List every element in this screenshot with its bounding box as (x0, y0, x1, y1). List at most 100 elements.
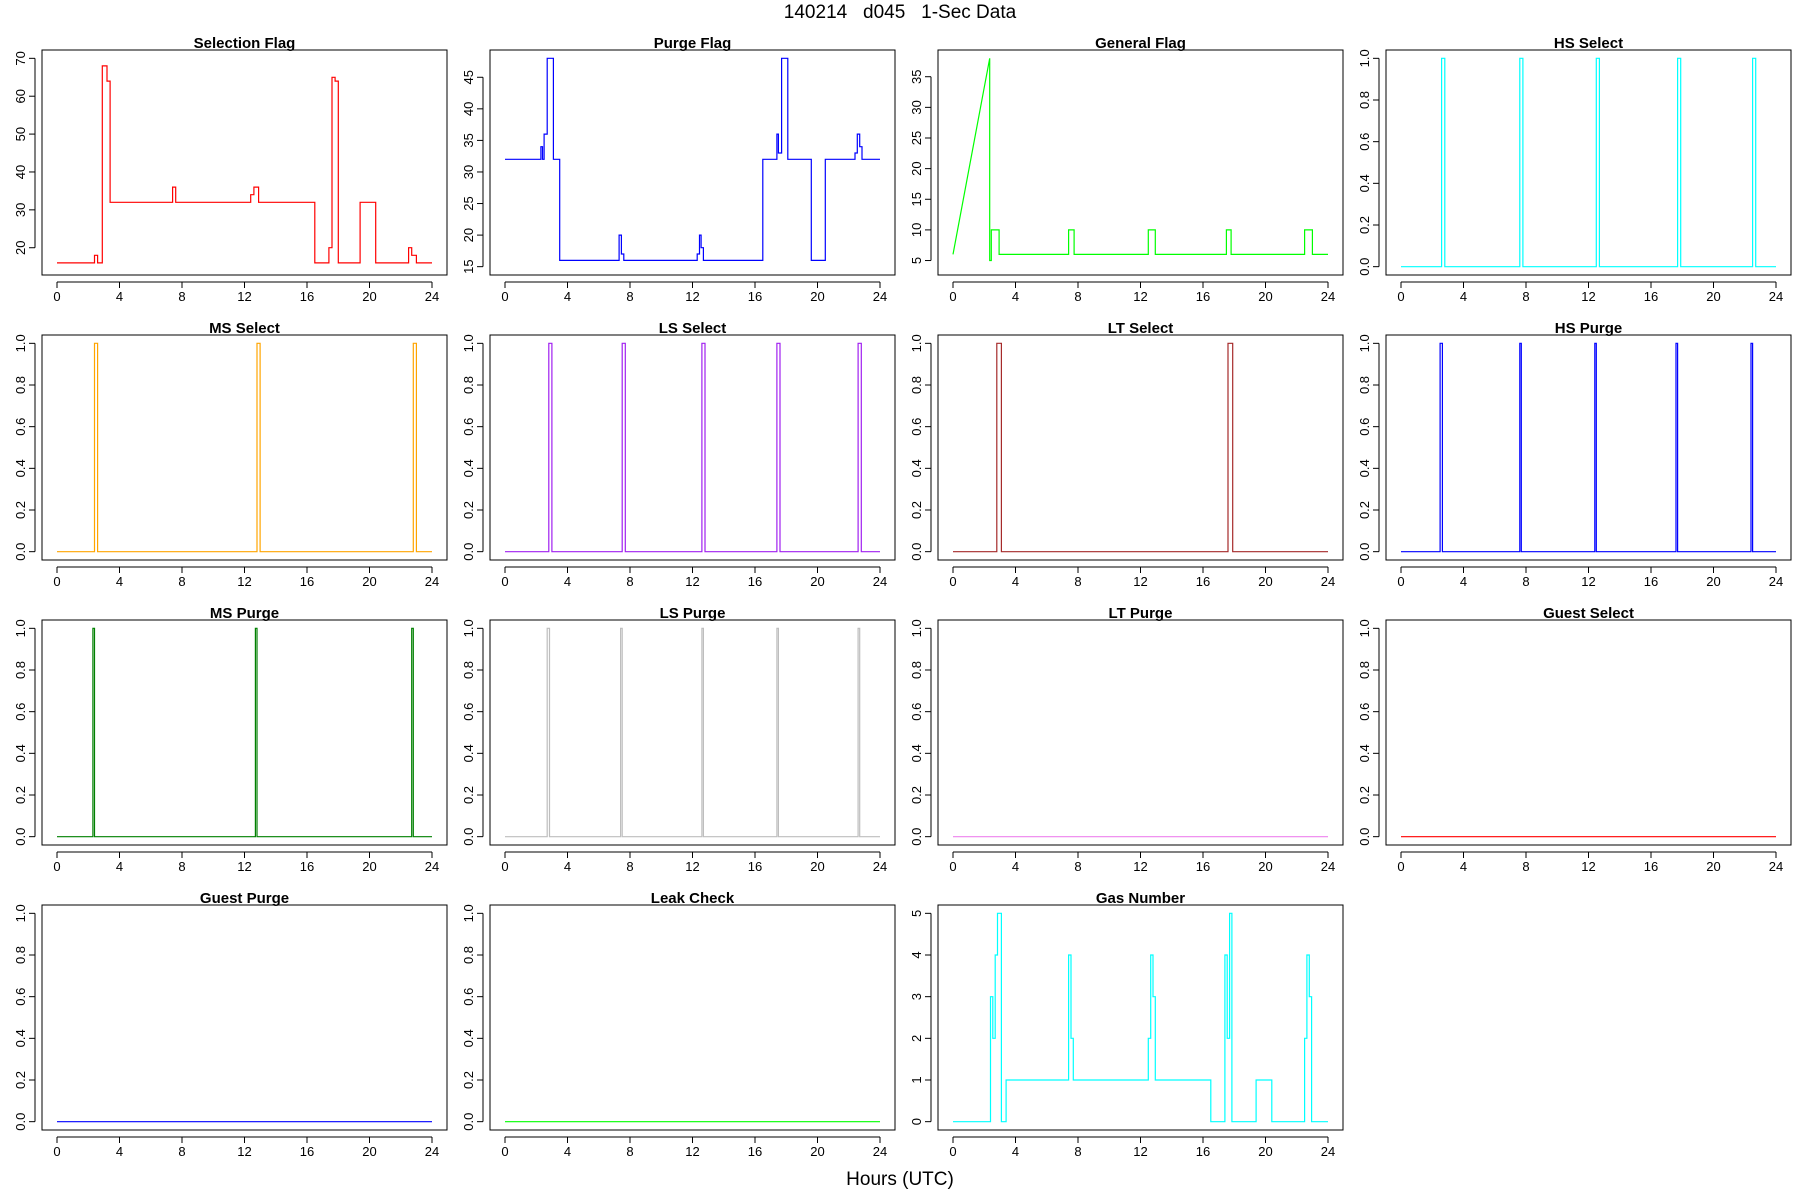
panel-title: Selection Flag (194, 35, 296, 52)
y-tick-label: 0.4 (461, 459, 476, 477)
x-tick-label: 4 (564, 859, 571, 874)
y-tick-label: 0.6 (13, 418, 28, 436)
y-tick-label: 40 (13, 165, 28, 179)
y-tick-label: 0.6 (461, 988, 476, 1006)
plot-frame (1385, 334, 1792, 561)
y-tick-label: 0.4 (1357, 459, 1372, 477)
x-tick-label: 0 (949, 859, 956, 874)
x-tick-label: 12 (237, 1144, 251, 1159)
plot-frame (41, 334, 448, 561)
panel-title: Gas Number (1096, 890, 1185, 907)
x-tick-label: 8 (1522, 859, 1529, 874)
y-tick-label: 0.0 (909, 828, 924, 846)
x-tick-label: 12 (1133, 1144, 1147, 1159)
y-tick-label: 0.2 (13, 501, 28, 519)
x-tick-label: 16 (300, 859, 314, 874)
x-tick-label: 12 (237, 574, 251, 589)
y-tick-label: 0.4 (909, 459, 924, 477)
x-tick-label: 12 (685, 1144, 699, 1159)
y-tick-label: 0.4 (13, 459, 28, 477)
x-tick-label: 16 (748, 574, 762, 589)
y-tick-label: 1.0 (13, 334, 28, 352)
y-tick-label: 0.2 (909, 501, 924, 519)
y-tick-label: 0.0 (909, 543, 924, 561)
y-tick-label: 0.0 (1357, 828, 1372, 846)
y-tick-label: 40 (461, 102, 476, 116)
y-tick-label: 1.0 (461, 619, 476, 637)
y-tick-label: 0.4 (461, 1029, 476, 1047)
x-tick-label: 8 (626, 1144, 633, 1159)
y-tick-label: 30 (461, 165, 476, 179)
x-tick-label: 4 (564, 574, 571, 589)
x-tick-label: 12 (685, 574, 699, 589)
plot-frame (937, 334, 1344, 561)
x-tick-label: 24 (873, 859, 887, 874)
x-tick-label: 16 (1196, 859, 1210, 874)
y-tick-label: 0.4 (1357, 174, 1372, 192)
x-tick-label: 0 (501, 289, 508, 304)
x-tick-label: 20 (810, 289, 824, 304)
y-tick-label: 35 (909, 69, 924, 83)
x-tick-label: 4 (1460, 289, 1467, 304)
x-tick-label: 0 (1397, 289, 1404, 304)
x-tick-label: 24 (1321, 289, 1335, 304)
x-tick-label: 24 (1321, 574, 1335, 589)
x-tick-label: 20 (1258, 574, 1272, 589)
y-tick-label: 0.0 (1357, 258, 1372, 276)
y-tick-label: 0.2 (1357, 501, 1372, 519)
y-tick-label: 0.6 (13, 703, 28, 721)
y-tick-label: 0.2 (1357, 216, 1372, 234)
x-tick-label: 4 (1012, 289, 1019, 304)
x-tick-label: 12 (237, 859, 251, 874)
plot-frame (489, 334, 896, 561)
x-tick-label: 20 (362, 574, 376, 589)
x-tick-label: 24 (425, 289, 439, 304)
y-tick-label: 15 (461, 259, 476, 273)
series-line-hs-select (1401, 57, 1776, 268)
series-line-ls-purge (505, 627, 880, 838)
x-tick-label: 0 (949, 1144, 956, 1159)
panel-title: Guest Purge (200, 890, 289, 907)
y-tick-label: 0.0 (13, 828, 28, 846)
y-tick-label: 2 (909, 1035, 924, 1042)
x-tick-label: 4 (1460, 574, 1467, 589)
panel-ms-purge: MS Purge 0 4 8 12 16 20 24 0.0 0.2 0.4 0.6 0.8 1.0 (13, 605, 448, 874)
y-tick-label: 5 (909, 910, 924, 917)
y-tick-label: 50 (13, 127, 28, 141)
y-tick-label: 0.0 (13, 543, 28, 561)
plot-frame (937, 904, 1344, 1131)
y-tick-label: 0.6 (461, 418, 476, 436)
plot-frame (41, 619, 448, 846)
x-tick-label: 8 (178, 1144, 185, 1159)
x-tick-label: 4 (1012, 574, 1019, 589)
plot-frame (937, 619, 1344, 846)
x-tick-label: 12 (1581, 859, 1595, 874)
y-tick-label: 1.0 (1357, 49, 1372, 67)
y-tick-label: 0.2 (461, 1071, 476, 1089)
panel-guest-purge: Guest Purge 0 4 8 12 16 20 24 0.0 0.2 0.4 0.6 0.8 1.0 (13, 890, 448, 1159)
x-tick-label: 24 (1769, 859, 1783, 874)
y-tick-label: 1.0 (1357, 619, 1372, 637)
panel-hs-purge: HS Purge 0 4 8 12 16 20 24 0.0 0.2 0.4 0.6 0.8 1.0 (1357, 320, 1792, 589)
x-tick-label: 20 (362, 859, 376, 874)
x-tick-label: 16 (1196, 1144, 1210, 1159)
y-tick-label: 0.6 (461, 703, 476, 721)
x-tick-label: 24 (1321, 1144, 1335, 1159)
panel-title: General Flag (1095, 35, 1186, 52)
y-tick-label: 1.0 (13, 904, 28, 922)
x-tick-label: 20 (362, 289, 376, 304)
y-tick-label: 0.8 (1357, 91, 1372, 109)
y-tick-label: 1 (909, 1076, 924, 1083)
y-tick-label: 0.8 (461, 376, 476, 394)
x-tick-label: 16 (1644, 859, 1658, 874)
series-line-ls-select (505, 342, 880, 553)
x-tick-label: 0 (501, 859, 508, 874)
plot-frame (489, 49, 896, 276)
x-tick-label: 4 (116, 859, 123, 874)
y-tick-label: 0.2 (13, 1071, 28, 1089)
panel-title: Guest Select (1543, 605, 1634, 622)
y-tick-label: 20 (909, 161, 924, 175)
x-tick-label: 8 (1074, 289, 1081, 304)
